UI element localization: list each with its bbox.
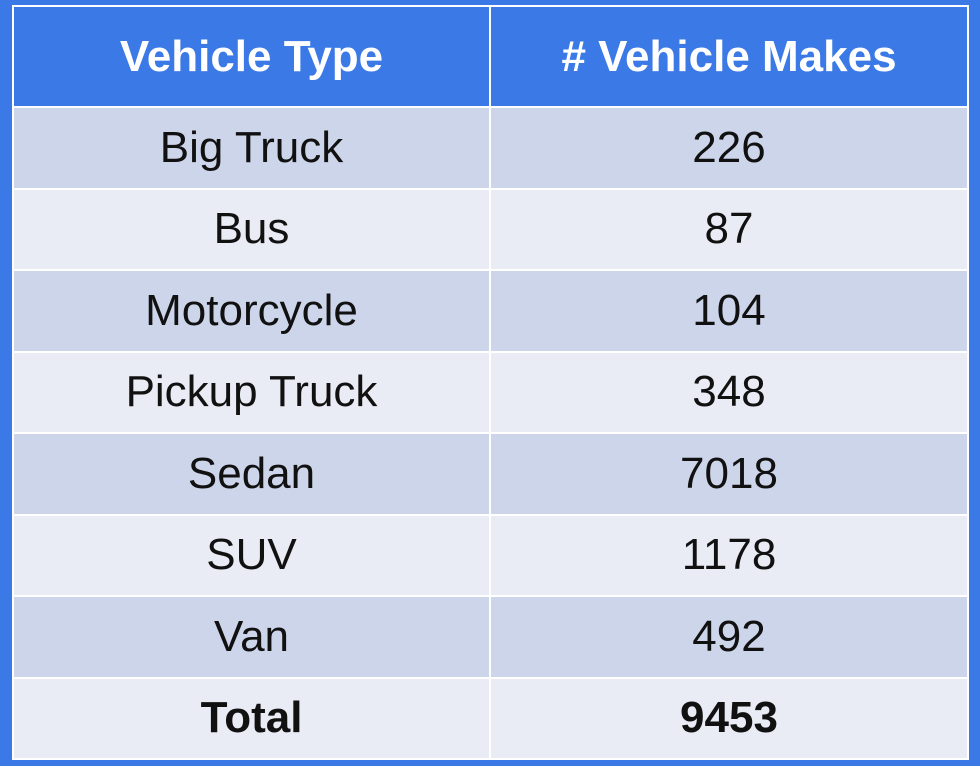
vehicle-makes-cell: 226	[489, 106, 969, 190]
vehicle-type-cell: SUV	[12, 513, 491, 597]
total-count: 9453	[489, 676, 969, 760]
vehicle-type-cell: Bus	[12, 187, 491, 271]
vehicle-makes-cell: 492	[489, 595, 969, 679]
table-row: SUV 1178	[12, 513, 969, 597]
vehicle-makes-table: Vehicle Type # Vehicle Makes Big Truck 2…	[12, 5, 969, 760]
table-row: Big Truck 226	[12, 106, 969, 190]
vehicle-makes-cell: 348	[489, 350, 969, 434]
vehicle-makes-cell: 104	[489, 269, 969, 353]
vehicle-type-cell: Motorcycle	[12, 269, 491, 353]
table-row: Bus 87	[12, 187, 969, 271]
total-label: Total	[12, 676, 491, 760]
header-row: Vehicle Type # Vehicle Makes	[12, 5, 969, 108]
table-row: Van 492	[12, 595, 969, 679]
column-header-vehicle-type: Vehicle Type	[12, 5, 491, 108]
vehicle-type-cell: Sedan	[12, 432, 491, 516]
vehicle-makes-cell: 87	[489, 187, 969, 271]
table-row: Sedan 7018	[12, 432, 969, 516]
vehicle-type-cell: Pickup Truck	[12, 350, 491, 434]
vehicle-makes-cell: 1178	[489, 513, 969, 597]
column-header-vehicle-makes: # Vehicle Makes	[489, 5, 969, 108]
vehicle-makes-cell: 7018	[489, 432, 969, 516]
table-row: Motorcycle 104	[12, 269, 969, 353]
table-row: Pickup Truck 348	[12, 350, 969, 434]
vehicle-type-cell: Van	[12, 595, 491, 679]
total-row: Total 9453	[12, 676, 969, 760]
vehicle-type-cell: Big Truck	[12, 106, 491, 190]
